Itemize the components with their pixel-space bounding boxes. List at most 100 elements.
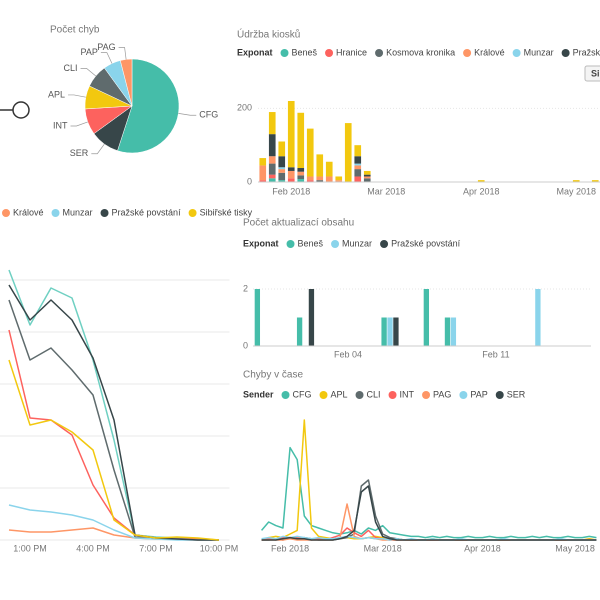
bar-segment[interactable] [363, 176, 371, 179]
legend-label[interactable]: Králové [474, 47, 505, 57]
legend-label[interactable]: Králové [13, 207, 44, 217]
series-line[interactable] [261, 485, 597, 541]
bar-segment[interactable] [335, 180, 343, 182]
bar-segment[interactable] [363, 174, 371, 177]
legend-marker [459, 391, 468, 399]
bar-segment[interactable] [477, 180, 485, 182]
bar-segment[interactable] [268, 134, 276, 157]
x-tick-label: Apr 2018 [463, 186, 500, 196]
bar-segment[interactable] [259, 158, 267, 166]
bar[interactable] [535, 289, 541, 346]
legend-label[interactable]: Kosmova kronika [386, 47, 455, 57]
legend-label[interactable]: PAP [470, 389, 487, 399]
legend-label[interactable]: Munzar [342, 238, 372, 248]
bar[interactable] [444, 317, 451, 347]
legend-label[interactable]: INT [400, 389, 415, 399]
bar-segment[interactable] [354, 156, 362, 164]
bar-segment[interactable] [316, 154, 324, 177]
bar-segment[interactable] [278, 167, 286, 170]
bar[interactable] [381, 317, 387, 347]
legend-label[interactable]: Beneš [298, 238, 324, 248]
slicer-knob[interactable] [12, 101, 30, 119]
chart-title: Chyby v čase [243, 370, 303, 381]
bar-segment[interactable] [297, 175, 305, 180]
bar-segment[interactable] [363, 178, 371, 182]
legend-label[interactable]: Munzar [63, 207, 93, 217]
bar[interactable] [308, 289, 315, 346]
bar[interactable] [387, 317, 393, 347]
bar[interactable] [296, 317, 303, 347]
bar-segment[interactable] [287, 101, 295, 168]
legend-label[interactable]: Sibiřské tisky [200, 207, 253, 217]
bar-segment[interactable] [268, 178, 276, 182]
bar-segment[interactable] [268, 163, 276, 175]
series-line[interactable] [8, 284, 219, 541]
bar-segment[interactable] [354, 165, 362, 170]
bar-segment[interactable] [316, 176, 324, 181]
bar-segment[interactable] [297, 112, 305, 169]
bar-segment[interactable] [354, 163, 362, 166]
bar[interactable] [254, 289, 261, 346]
bar-segment[interactable] [354, 176, 362, 182]
bar-segment[interactable] [572, 180, 580, 182]
bar-segment[interactable] [278, 180, 286, 182]
x-tick-label: May 2018 [556, 186, 596, 196]
bar-segment[interactable] [268, 156, 276, 164]
legend-marker [463, 49, 472, 57]
legend-marker [512, 49, 521, 57]
legend-label[interactable]: Hranice [336, 47, 367, 57]
bar-segment[interactable] [363, 170, 371, 175]
bar-segment[interactable] [306, 180, 314, 182]
legend-label[interactable]: Pražské povstání [573, 47, 600, 57]
y-tick-label: 0 [247, 176, 252, 186]
bar-segment[interactable] [297, 168, 305, 172]
bar-segment[interactable] [354, 169, 362, 177]
bar-segment[interactable] [297, 171, 305, 176]
bar-segment[interactable] [268, 112, 276, 135]
legend-label[interactable]: CLI [367, 389, 381, 399]
series-line[interactable] [8, 359, 220, 541]
bar-segment[interactable] [278, 172, 286, 181]
series-line[interactable] [260, 446, 597, 539]
legend-label[interactable]: Munzar [524, 47, 554, 57]
legend-label[interactable]: CFG [293, 389, 312, 399]
pie-label: CLI [64, 63, 78, 73]
bar-segment[interactable] [306, 176, 314, 181]
legend-marker [188, 209, 197, 217]
legend-label[interactable]: SER [507, 389, 526, 399]
bar-segment[interactable] [287, 178, 295, 182]
bar-segment[interactable] [259, 180, 267, 182]
bar[interactable] [450, 317, 457, 347]
bar-segment[interactable] [278, 156, 286, 168]
bar-segment[interactable] [591, 180, 599, 182]
button[interactable] [584, 65, 600, 82]
bar-segment[interactable] [325, 161, 333, 177]
bar-segment[interactable] [306, 128, 314, 177]
bar-segment[interactable] [287, 170, 295, 179]
bar-segment[interactable] [287, 167, 295, 171]
bar-segment[interactable] [335, 176, 343, 181]
bar-segment[interactable] [259, 165, 267, 181]
slicer-handle[interactable] [0, 101, 30, 119]
button-label[interactable]: Si [591, 68, 600, 78]
x-tick-label: Feb 04 [334, 349, 362, 359]
bar-segment[interactable] [297, 179, 305, 182]
legend-label[interactable]: APL [331, 389, 348, 399]
pie-slice[interactable] [117, 58, 180, 154]
bar-segment[interactable] [268, 174, 276, 179]
x-tick-label: Mar 2018 [364, 543, 402, 553]
pie-slice[interactable] [120, 58, 133, 107]
legend-label[interactable]: PAG [433, 389, 451, 399]
bar-segment[interactable] [316, 180, 324, 182]
bar-segment[interactable] [354, 145, 362, 157]
legend-label[interactable]: Pražské povstání [112, 207, 182, 217]
legend-label[interactable]: Pražské povstání [391, 238, 461, 248]
bar-segment[interactable] [325, 176, 333, 182]
bar[interactable] [423, 289, 430, 346]
pie-leader [80, 68, 97, 77]
legend-label[interactable]: Beneš [292, 47, 318, 57]
bar[interactable] [393, 317, 399, 347]
bar-segment[interactable] [278, 141, 286, 157]
bar-segment[interactable] [344, 123, 352, 182]
bar-segment[interactable] [278, 169, 286, 173]
